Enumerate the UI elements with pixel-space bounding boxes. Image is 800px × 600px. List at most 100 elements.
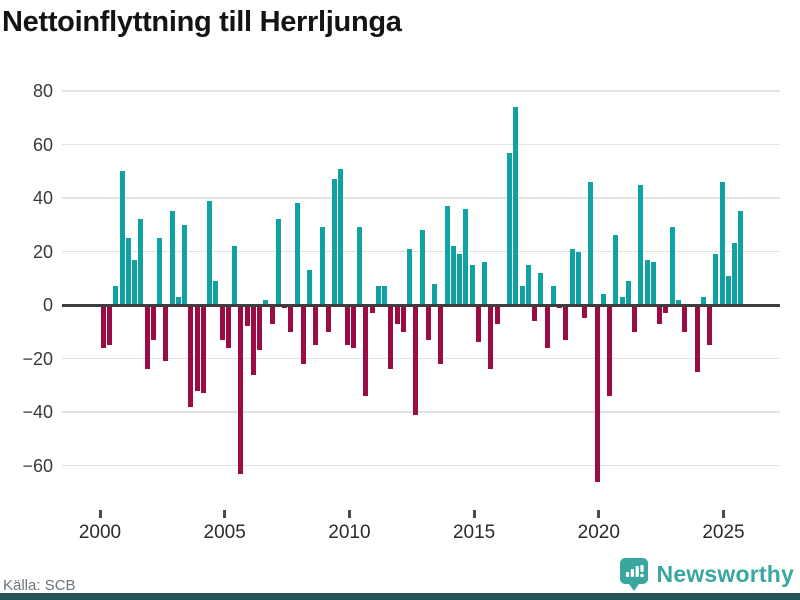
- bar-positive: [207, 200, 213, 305]
- gridline: [62, 197, 780, 199]
- bar-negative: [269, 305, 275, 324]
- bar-negative: [707, 305, 713, 346]
- newsworthy-logo: Newsworthy: [619, 558, 794, 591]
- bar-positive: [619, 296, 625, 305]
- bar-positive: [125, 238, 131, 305]
- y-axis-tick-label: 60: [32, 134, 53, 155]
- y-axis-tick-label: −40: [22, 402, 53, 422]
- bar-negative: [363, 305, 369, 396]
- bar-positive: [550, 286, 556, 305]
- bar-positive: [588, 181, 594, 305]
- bar-negative: [582, 305, 588, 319]
- bar-negative: [400, 305, 406, 332]
- bar-negative: [257, 305, 263, 351]
- bar-positive: [357, 227, 363, 305]
- bar-negative: [200, 305, 206, 394]
- bar-positive: [669, 227, 675, 305]
- bar-negative: [494, 305, 500, 324]
- y-axis-tick-label: 20: [32, 241, 53, 262]
- x-axis-tick-label: 2010: [328, 522, 371, 543]
- bar-negative: [244, 305, 250, 327]
- bar-negative: [632, 305, 638, 332]
- gridline: [62, 143, 780, 146]
- bar-positive: [432, 283, 438, 305]
- x-axis-tick: [472, 510, 476, 518]
- bar-negative: [663, 305, 669, 314]
- newsworthy-badge-icon: [619, 558, 648, 591]
- bar-positive: [338, 168, 344, 305]
- bar-positive: [138, 219, 144, 305]
- bar-positive: [638, 184, 644, 305]
- bar-negative: [413, 305, 419, 415]
- bar-positive: [119, 171, 125, 305]
- x-axis-tick: [597, 510, 601, 518]
- bar-positive: [407, 248, 413, 305]
- bar-positive: [525, 264, 531, 305]
- bar-negative: [369, 305, 375, 314]
- x-axis-tick-label: 2025: [702, 522, 745, 543]
- bar-positive: [650, 262, 656, 305]
- bar-negative: [388, 305, 394, 370]
- bar-positive: [294, 203, 300, 305]
- bar-positive: [538, 272, 544, 305]
- bar-negative: [475, 305, 481, 343]
- y-axis-tick-label: 40: [32, 188, 53, 208]
- bar-positive: [644, 259, 650, 305]
- bar-positive: [463, 208, 469, 305]
- bar-negative: [150, 305, 156, 340]
- bar-positive: [713, 254, 719, 305]
- zero-axis-line: [62, 303, 780, 307]
- bar-positive: [725, 275, 731, 305]
- bar-positive: [307, 270, 313, 305]
- bar-positive: [457, 254, 463, 305]
- bar-negative: [194, 305, 200, 391]
- bar-positive: [332, 179, 338, 305]
- chart-title: Nettoinflyttning till Herrljunga: [2, 6, 402, 38]
- x-axis-tick-label: 2000: [78, 522, 122, 543]
- bar-positive: [382, 286, 388, 305]
- x-axis-tick: [722, 510, 725, 518]
- bar-positive: [419, 230, 425, 305]
- bar-positive: [700, 296, 706, 305]
- x-axis-tick-label: 2020: [577, 522, 620, 543]
- bar-positive: [232, 246, 238, 305]
- bar-positive: [507, 152, 513, 305]
- bar-positive: [469, 264, 475, 305]
- bar-negative: [100, 305, 106, 348]
- bar-positive: [263, 299, 269, 305]
- bar-positive: [113, 286, 119, 305]
- newsworthy-wordmark: Newsworthy: [656, 561, 794, 587]
- bar-negative: [313, 305, 319, 346]
- y-axis-tick-label: −60: [22, 455, 53, 476]
- gridline: [62, 464, 780, 467]
- footer-strip: [0, 593, 800, 600]
- bar-negative: [163, 305, 169, 362]
- bar-positive: [444, 206, 450, 305]
- bar-positive: [625, 280, 631, 305]
- bar-positive: [719, 181, 725, 305]
- bar-negative: [488, 305, 494, 370]
- bar-negative: [188, 305, 194, 407]
- bar-negative: [144, 305, 150, 370]
- bar-positive: [569, 248, 575, 305]
- bar-negative: [300, 305, 306, 364]
- x-axis-tick-label: 2015: [452, 522, 496, 543]
- bar-positive: [732, 243, 738, 305]
- bar-negative: [544, 305, 550, 348]
- bar-positive: [319, 227, 325, 305]
- y-axis-tick-label: −20: [22, 348, 53, 369]
- bar-negative: [694, 305, 700, 372]
- source-label: Källa: SCB: [3, 577, 76, 594]
- bar-negative: [425, 305, 431, 340]
- bar-positive: [600, 294, 606, 305]
- bar-negative: [682, 305, 688, 332]
- bar-negative: [288, 305, 294, 332]
- bar-positive: [513, 107, 519, 305]
- gridline: [62, 411, 780, 413]
- bar-negative: [594, 305, 600, 482]
- bar-positive: [175, 296, 181, 305]
- bar-negative: [219, 305, 225, 340]
- y-axis-tick-label: 80: [32, 81, 53, 101]
- bar-negative: [438, 305, 444, 364]
